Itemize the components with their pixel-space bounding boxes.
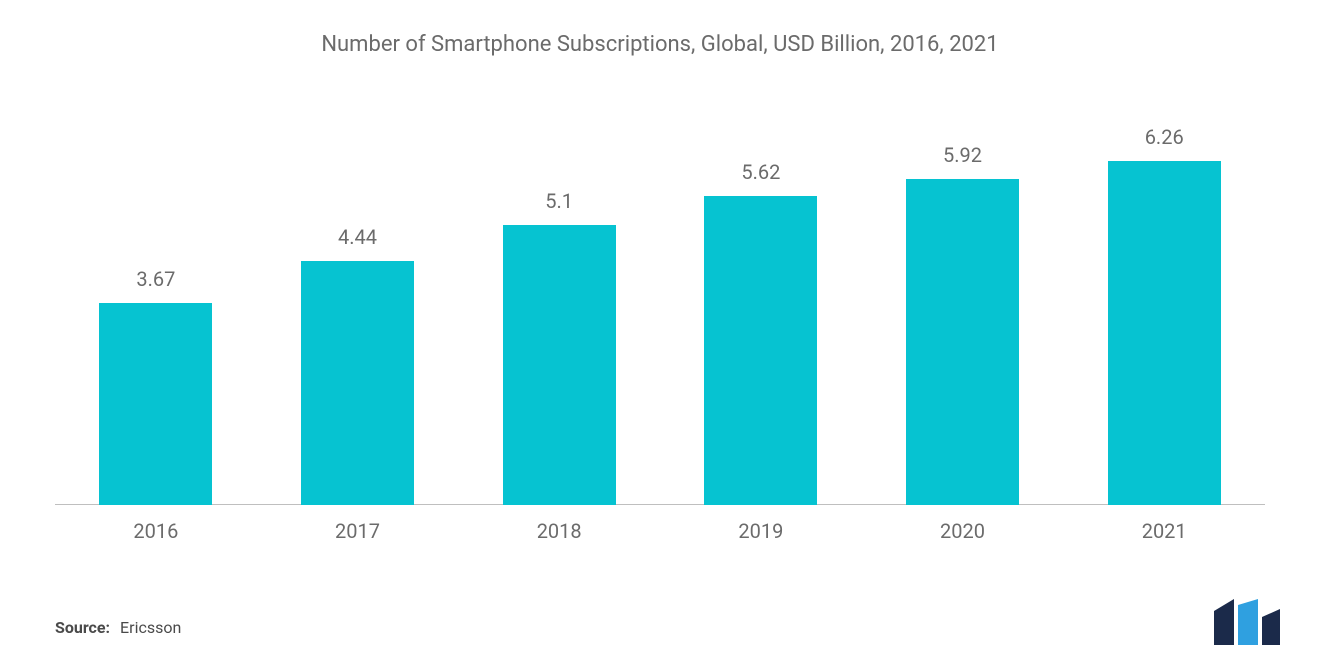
mordor-intelligence-logo-icon [1208,599,1280,645]
bar-slot: 3.672016 [55,120,257,505]
bar-rect [906,179,1019,505]
bars-container: 3.6720164.4420175.120185.6220195.9220206… [55,120,1265,505]
bar-slot: 5.12018 [458,120,660,505]
bar-category-label: 2021 [1063,519,1265,543]
source-label: Source: [55,618,110,637]
bar-category-label: 2017 [257,519,459,543]
bar-rect [503,225,616,505]
bar-category-label: 2020 [862,519,1064,543]
bar-category-label: 2016 [55,519,257,543]
bar-rect [301,261,414,505]
plot-area: 3.6720164.4420175.120185.6220195.9220206… [55,120,1265,535]
source-footer: Source: Ericsson [55,618,181,637]
chart-title: Number of Smartphone Subscriptions, Glob… [0,32,1320,57]
bar-rect [704,196,817,505]
bar-value-label: 3.67 [136,267,175,291]
bar-chart: Number of Smartphone Subscriptions, Glob… [0,0,1320,665]
bar-value-label: 5.92 [943,143,982,167]
bar-category-label: 2019 [660,519,862,543]
bar-slot: 4.442017 [257,120,459,505]
bar-category-label: 2018 [458,519,660,543]
bar-value-label: 6.26 [1145,125,1184,149]
bar-slot: 5.922020 [862,120,1064,505]
bar-rect [99,303,212,505]
bar-slot: 6.262021 [1063,120,1265,505]
bar-value-label: 5.62 [741,160,780,184]
bar-rect [1108,161,1221,505]
bar-value-label: 4.44 [338,225,377,249]
bar-slot: 5.622019 [660,120,862,505]
source-value: Ericsson [120,618,181,637]
bar-value-label: 5.1 [545,189,573,213]
